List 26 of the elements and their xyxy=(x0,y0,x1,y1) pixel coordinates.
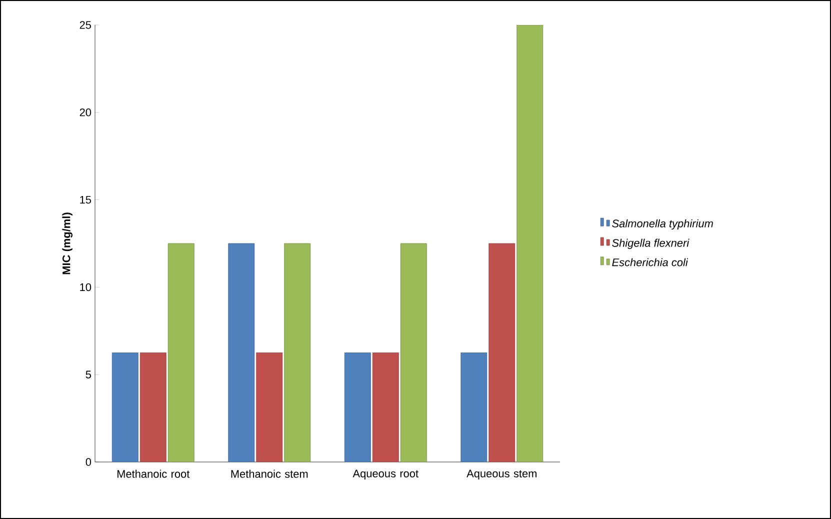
y-tick-label: 0 xyxy=(86,458,92,466)
bar xyxy=(140,352,166,462)
x-tick-label: Aqueous root xyxy=(352,470,418,480)
bar xyxy=(460,352,488,462)
bar xyxy=(284,243,311,462)
y-tick-label: 20 xyxy=(80,108,92,116)
bar xyxy=(400,243,427,462)
x-tick-label: Aqueous stem xyxy=(466,470,536,480)
legend-label: Escherichia coli xyxy=(612,258,688,266)
x-tick-label: Methanoic stem xyxy=(231,470,308,478)
bar xyxy=(372,352,399,462)
bar xyxy=(228,243,255,462)
legend-label: Shigella flexneri xyxy=(612,238,690,249)
y-tick-label: 15 xyxy=(80,196,92,204)
y-tick-label: 25 xyxy=(80,21,92,29)
y-tick-label: 10 xyxy=(80,283,92,292)
x-tick-label: Methanoic root xyxy=(117,470,190,478)
bar xyxy=(344,352,371,462)
bar xyxy=(256,352,283,462)
bar xyxy=(488,243,516,462)
bar xyxy=(168,243,194,462)
y-axis-title: MIC (mg/ml) xyxy=(62,212,72,274)
bar xyxy=(112,352,138,462)
bar xyxy=(516,24,544,462)
legend-label: Salmonella typhirium xyxy=(612,219,713,230)
y-tick-label: 5 xyxy=(86,370,92,378)
